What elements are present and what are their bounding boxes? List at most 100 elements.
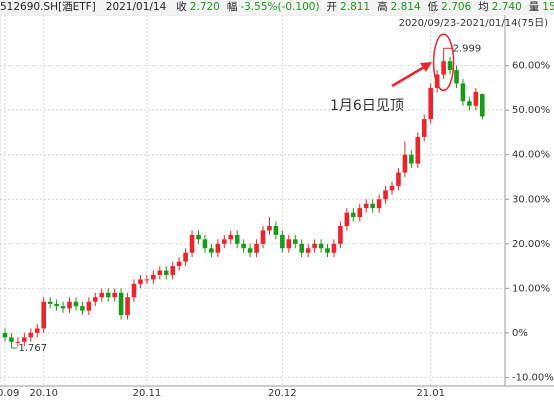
candle-body — [47, 301, 53, 304]
candle-body — [86, 301, 92, 311]
candle-body — [196, 234, 201, 240]
candle-body — [454, 70, 459, 84]
candle-body — [125, 297, 130, 316]
candle-body — [415, 136, 421, 164]
peak-note: 1月6日见顶 — [330, 98, 404, 114]
candle-body — [473, 91, 479, 106]
x-tick-label: 21.01 — [416, 388, 445, 399]
candle-body — [389, 185, 395, 191]
y-tick-label: 30.00% — [512, 194, 550, 205]
candle-body — [189, 234, 195, 253]
candle-body — [428, 87, 433, 120]
candle-body — [280, 234, 285, 249]
y-tick-label: 40.00% — [512, 150, 550, 161]
quote-label: 收 — [176, 1, 187, 13]
quote-value: 2.740 — [491, 1, 522, 13]
y-tick-label: 60.00% — [512, 61, 550, 72]
candle-body — [228, 234, 234, 240]
candle-body — [344, 212, 350, 226]
candle-body — [305, 248, 311, 253]
candle-body — [234, 234, 240, 244]
quote-bar: 512690.SH[酒ETF] 2021/01/14 收 2.720 幅 -3.55%(-… — [0, 0, 554, 15]
candle-body — [421, 119, 427, 137]
quote-label: 均 — [478, 1, 489, 13]
candle-body — [54, 303, 59, 307]
candle-body — [241, 243, 246, 249]
quote-label: 高 — [377, 1, 388, 13]
quote-item: 2021/01/14 — [106, 1, 170, 13]
candle-body — [338, 225, 343, 244]
candle-body — [460, 83, 466, 102]
quote-item: 512690.SH[酒ETF] — [0, 1, 99, 13]
candle-body — [183, 252, 188, 262]
candle-body — [292, 239, 298, 244]
quote-value: 2.814 — [390, 1, 421, 13]
y-tick-label: 20.00% — [512, 239, 550, 250]
candle-body — [118, 292, 124, 316]
candle-body — [299, 243, 304, 253]
quote-label: 512690.SH[酒ETF] — [0, 1, 96, 13]
candle-body — [163, 270, 169, 275]
candle-body — [93, 297, 98, 302]
candle-body — [318, 243, 324, 249]
candle-body — [138, 279, 143, 284]
x-tick-label: 20.12 — [268, 388, 297, 399]
candle-body — [467, 101, 472, 106]
candle-body — [447, 61, 453, 71]
y-tick-label: -10.00% — [512, 372, 554, 383]
highlight-circle — [432, 33, 455, 92]
candle-body — [383, 190, 388, 200]
candle-body — [144, 279, 150, 281]
x-tick-label: 20.10 — [29, 388, 58, 399]
arrow-shaft — [391, 64, 427, 88]
candle-body — [286, 239, 292, 249]
x-tick-label: 20.09 — [0, 388, 19, 399]
quote-label: 开 — [326, 1, 338, 13]
candle-body — [351, 212, 356, 218]
candle-body — [363, 203, 369, 209]
candle-body — [112, 292, 117, 298]
candle-body — [370, 203, 375, 209]
candle-body — [34, 328, 40, 333]
low-label: 1.767 — [18, 343, 47, 354]
candle-body — [73, 301, 79, 307]
candle-body — [376, 199, 382, 209]
candle-body — [80, 306, 85, 311]
candle-body — [67, 301, 72, 309]
quote-value: 2.706 — [441, 1, 472, 13]
candle-body — [312, 243, 317, 249]
candle-body — [22, 337, 27, 342]
candle-body — [176, 261, 182, 267]
candle-body — [99, 292, 105, 298]
candle-body — [215, 243, 221, 253]
candle-body — [151, 274, 156, 280]
candle-body — [105, 292, 111, 298]
quote-value: 2.811 — [340, 1, 371, 13]
quote-value: 155万 — [542, 1, 554, 13]
candle-body — [9, 337, 14, 342]
quote-item: 量155万 — [529, 1, 554, 13]
quote-item: 收 2.720 — [176, 1, 220, 13]
y-tick-label: 10.00% — [512, 283, 550, 294]
candle-body — [402, 154, 408, 173]
candle-body — [409, 154, 414, 164]
quote-item: 开 2.811 — [327, 1, 371, 13]
candle-body — [202, 239, 208, 249]
candle-body — [28, 332, 34, 338]
quote-item: 低 2.706 — [428, 1, 472, 13]
candle-body — [260, 230, 266, 244]
quote-value: -3.55%(-0.100) — [240, 1, 320, 13]
candle-body — [131, 283, 137, 298]
candle-body — [357, 208, 363, 218]
quote-value: 2.720 — [189, 1, 220, 13]
candle-body — [396, 172, 401, 186]
candle-body — [441, 61, 446, 75]
candle-body — [170, 266, 175, 275]
candle-body — [15, 341, 21, 343]
quote-label: 低 — [427, 1, 439, 13]
candle-body — [254, 243, 259, 253]
arrow-head — [420, 62, 432, 72]
candle-body — [480, 94, 485, 117]
candle-body — [60, 306, 66, 309]
